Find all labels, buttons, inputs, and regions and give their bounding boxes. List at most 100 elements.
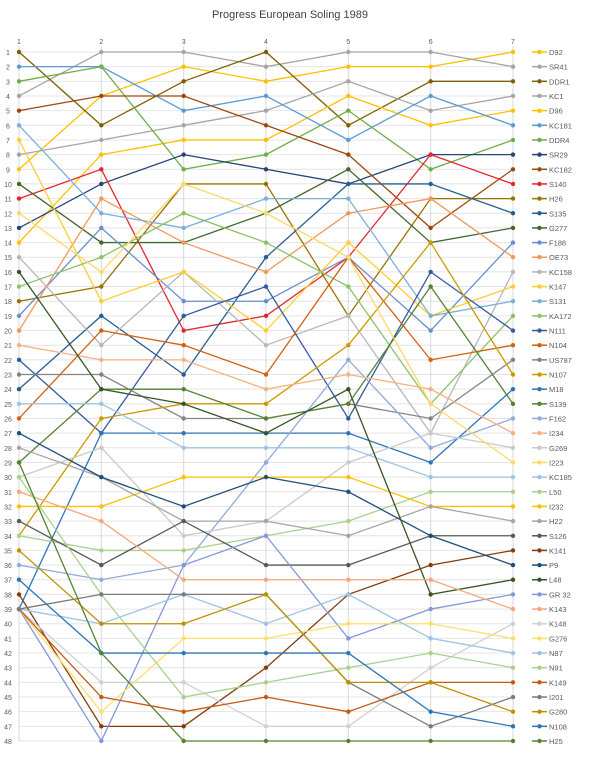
legend-item: K147 [532,283,567,292]
data-point [181,724,186,729]
legend-item: G277 [532,224,567,233]
data-point [99,93,104,99]
data-point [99,240,104,245]
data-point [510,504,516,509]
legend-item: KC182 [532,165,572,174]
data-point [181,93,186,99]
data-point [99,211,104,216]
data-point [99,196,104,201]
data-point [346,445,351,451]
data-point [16,181,22,187]
data-point [99,328,104,333]
data-point [16,489,22,494]
data-point [181,181,186,187]
data-point [510,548,516,553]
legend-item: SR41 [532,63,568,72]
data-point [16,357,22,363]
legend-item: M18 [532,385,564,394]
legend-label: G280 [549,708,567,717]
y-tick-label: 13 [4,226,12,233]
legend-item: S135 [532,209,567,218]
data-point [181,592,186,597]
legend-label: DDR1 [549,77,569,86]
y-tick-label: 11 [4,197,11,204]
x-tick-label: 4 [264,39,268,46]
data-point [16,240,22,245]
y-tick-label: 27 [4,431,12,438]
legend-label: N104 [549,341,567,350]
legend-label: H25 [549,737,563,746]
data-point [263,621,269,626]
legend-label: KA172 [549,312,572,321]
data-point [428,724,433,729]
data-point [99,724,104,729]
y-tick-label: 6 [6,123,10,130]
legend-swatch-marker [537,489,542,494]
data-point [16,401,22,407]
data-point [181,416,186,421]
x-tick-label: 2 [99,39,103,46]
legend-item: H22 [532,517,563,526]
data-point [346,196,351,201]
legend-label: S139 [549,400,567,409]
series-D96 [16,93,516,245]
data-point [346,489,351,494]
data-point [428,401,433,407]
data-point [428,269,433,275]
chart-title: Progress European Soling 1989 [212,9,368,21]
data-point [510,313,516,319]
data-point [99,738,104,744]
data-point [510,269,516,275]
data-point [428,108,433,113]
data-point [346,738,351,744]
data-point [510,430,516,436]
legend-label: K149 [549,678,567,687]
data-point [428,64,433,69]
data-point [16,504,22,509]
data-point [510,240,516,245]
series-S135 [16,181,516,392]
data-point [510,49,516,55]
legend-item: KA172 [532,312,572,321]
data-point [181,401,186,407]
data-point [181,372,186,377]
data-point [263,430,269,436]
legend-swatch-marker [537,650,542,656]
data-point [346,416,351,421]
legend-swatch-marker [537,64,542,69]
legend-label: KC185 [549,473,572,482]
legend-label: L48 [549,576,562,585]
y-tick-label: 29 [4,460,12,467]
data-point [510,284,516,289]
y-tick-label: 26 [4,416,12,423]
legend-swatch-marker [537,357,542,363]
legend-swatch-marker [537,430,542,436]
data-point [346,401,351,407]
data-point [510,137,516,143]
legend-swatch-marker [537,167,542,172]
data-point [181,225,186,231]
data-point [181,64,186,69]
data-point [428,445,433,451]
x-tick-label: 6 [429,39,433,46]
data-point [99,255,104,260]
data-point [510,636,516,641]
data-point [428,49,433,55]
data-point [510,152,516,157]
data-point [510,386,516,392]
data-point [346,64,351,69]
data-point [16,533,22,538]
data-point [510,401,516,407]
y-tick-label: 39 [4,607,12,614]
legend-item: US787 [532,356,572,365]
legend-item: H26 [532,195,563,204]
data-point [346,49,351,55]
series-S131 [16,123,516,319]
data-point [181,49,186,55]
data-point [99,269,104,275]
y-tick-label: 43 [4,666,12,673]
legend-label: KC1 [549,92,564,101]
data-point [263,137,269,143]
series-K143 [16,489,516,612]
data-point [510,181,516,187]
